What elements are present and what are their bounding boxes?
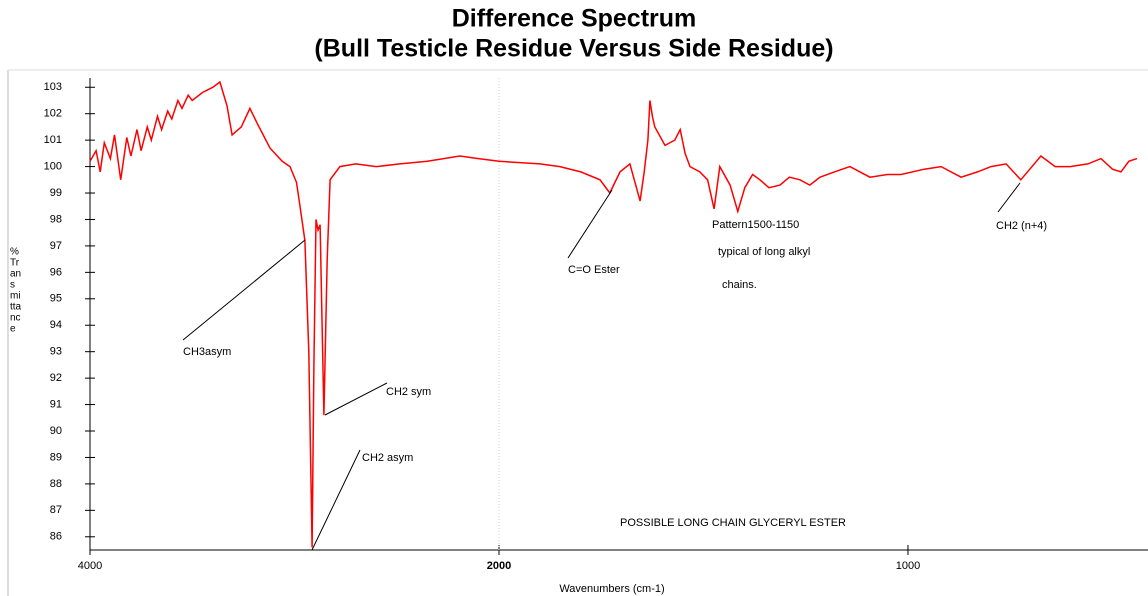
annotation: CH2 sym (386, 386, 431, 398)
y-tick-label: 102 (44, 108, 62, 120)
y-tick-label: 92 (50, 372, 62, 384)
annotation: POSSIBLE LONG CHAIN GLYCERYL ESTER (620, 517, 846, 529)
annotation-leader (311, 449, 361, 551)
y-tick-label: 103 (44, 81, 62, 93)
y-tick-label: 86 (50, 531, 62, 543)
y-axis-label: nc (10, 313, 21, 324)
annotation-leader (182, 239, 306, 341)
y-tick-label: 91 (50, 398, 62, 410)
y-tick-label: 101 (44, 134, 62, 146)
y-tick-label: 88 (50, 478, 62, 490)
y-axis-label: s (10, 280, 15, 291)
annotation-leader (324, 382, 388, 416)
y-tick-label: 99 (50, 187, 62, 199)
y-tick-label: 95 (50, 293, 62, 305)
chart-title: (Bull Testicle Residue Versus Side Resid… (314, 35, 833, 63)
y-tick-label: 96 (50, 266, 62, 278)
annotation-leader (567, 189, 613, 259)
y-tick-label: 97 (50, 240, 62, 252)
y-tick-label: 100 (44, 160, 62, 172)
x-tick-label: 2000 (487, 560, 511, 572)
y-tick-label: 90 (50, 425, 62, 437)
annotation: Pattern1500-1150 (712, 219, 799, 231)
annotation-leader (997, 182, 1021, 213)
y-tick-label: 87 (50, 504, 62, 516)
y-axis-label: mi (10, 291, 21, 302)
annotation: typical of long alkyl (718, 246, 810, 258)
x-tick-label: 1000 (896, 560, 920, 572)
y-tick-label: 94 (50, 319, 62, 331)
y-axis-label: an (10, 269, 21, 280)
y-tick-label: 89 (50, 451, 62, 463)
y-axis-label: e (10, 324, 16, 335)
y-axis-label: Tr (10, 258, 20, 269)
annotation: chains. (722, 279, 757, 291)
x-tick-label: 4000 (78, 560, 102, 572)
y-axis-label: tta (10, 302, 22, 313)
annotation: CH2 (n+4) (996, 220, 1047, 232)
chart-title: Difference Spectrum (452, 5, 697, 33)
x-axis-label: Wavenumbers (cm-1) (559, 583, 664, 595)
annotation: CH3asym (183, 346, 231, 358)
annotation: C=O Ester (568, 264, 620, 276)
y-axis-label: % (10, 247, 19, 258)
annotation: CH2 asym (362, 452, 413, 464)
spectrum-line (89, 80, 1138, 548)
y-tick-label: 93 (50, 346, 62, 358)
y-tick-label: 98 (50, 213, 62, 225)
